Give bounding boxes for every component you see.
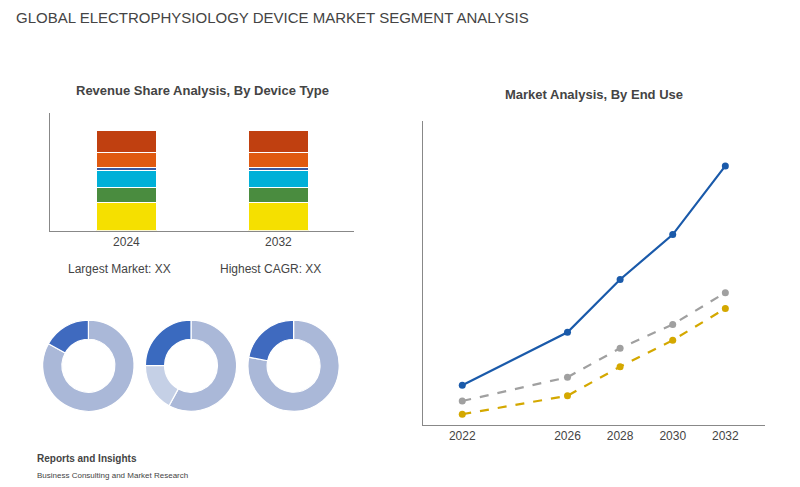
svg-text:2030: 2030 <box>659 429 686 443</box>
svg-text:Largest Market: XX: Largest Market: XX <box>68 262 171 276</box>
svg-text:GLOBAL ELECTROPHYSIOLOGY DEVIC: GLOBAL ELECTROPHYSIOLOGY DEVICE MARKET S… <box>16 9 529 26</box>
svg-text:2024: 2024 <box>113 235 140 249</box>
svg-text:2026: 2026 <box>554 429 581 443</box>
svg-text:2022: 2022 <box>449 429 476 443</box>
svg-text:2032: 2032 <box>712 429 739 443</box>
svg-text:2028: 2028 <box>607 429 634 443</box>
svg-text:Highest CAGR: XX: Highest CAGR: XX <box>220 262 321 276</box>
svg-text:Business Consulting and Market: Business Consulting and Market Research <box>37 471 188 480</box>
svg-text:2032: 2032 <box>265 235 292 249</box>
svg-text:Revenue Share Analysis, By Dev: Revenue Share Analysis, By Device Type <box>76 83 329 98</box>
svg-text:Market Analysis, By End Use: Market Analysis, By End Use <box>505 87 683 102</box>
svg-text:Reports and Insights: Reports and Insights <box>37 453 137 464</box>
